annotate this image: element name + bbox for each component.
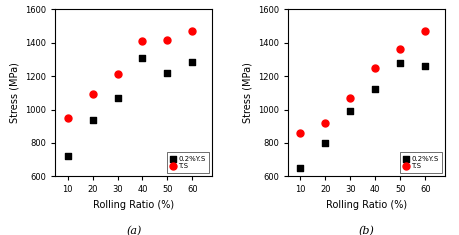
0.2%Y.S: [89, 118, 96, 121]
Text: (b): (b): [358, 226, 375, 235]
T.S: [421, 29, 429, 33]
0.2%Y.S: [114, 96, 121, 100]
0.2%Y.S: [164, 71, 171, 75]
T.S: [139, 39, 146, 43]
X-axis label: Rolling Ratio (%): Rolling Ratio (%): [93, 200, 174, 210]
0.2%Y.S: [297, 166, 304, 170]
Y-axis label: Stress (MPa): Stress (MPa): [9, 62, 19, 123]
Y-axis label: Stress (MPa): Stress (MPa): [242, 62, 252, 123]
0.2%Y.S: [64, 154, 71, 158]
T.S: [347, 96, 354, 100]
T.S: [89, 93, 96, 96]
T.S: [372, 66, 379, 70]
T.S: [189, 29, 196, 33]
0.2%Y.S: [139, 56, 146, 60]
Legend: 0.2%Y.S, T.S: 0.2%Y.S, T.S: [167, 153, 209, 173]
Text: (a): (a): [126, 226, 141, 235]
T.S: [164, 38, 171, 42]
0.2%Y.S: [322, 141, 329, 145]
0.2%Y.S: [397, 61, 404, 65]
T.S: [322, 121, 329, 125]
0.2%Y.S: [347, 109, 354, 113]
T.S: [297, 131, 304, 135]
0.2%Y.S: [421, 64, 429, 68]
T.S: [64, 116, 71, 120]
Legend: 0.2%Y.S, T.S: 0.2%Y.S, T.S: [400, 153, 442, 173]
T.S: [397, 47, 404, 51]
0.2%Y.S: [189, 60, 196, 64]
X-axis label: Rolling Ratio (%): Rolling Ratio (%): [326, 200, 407, 210]
T.S: [114, 73, 121, 76]
0.2%Y.S: [372, 88, 379, 91]
